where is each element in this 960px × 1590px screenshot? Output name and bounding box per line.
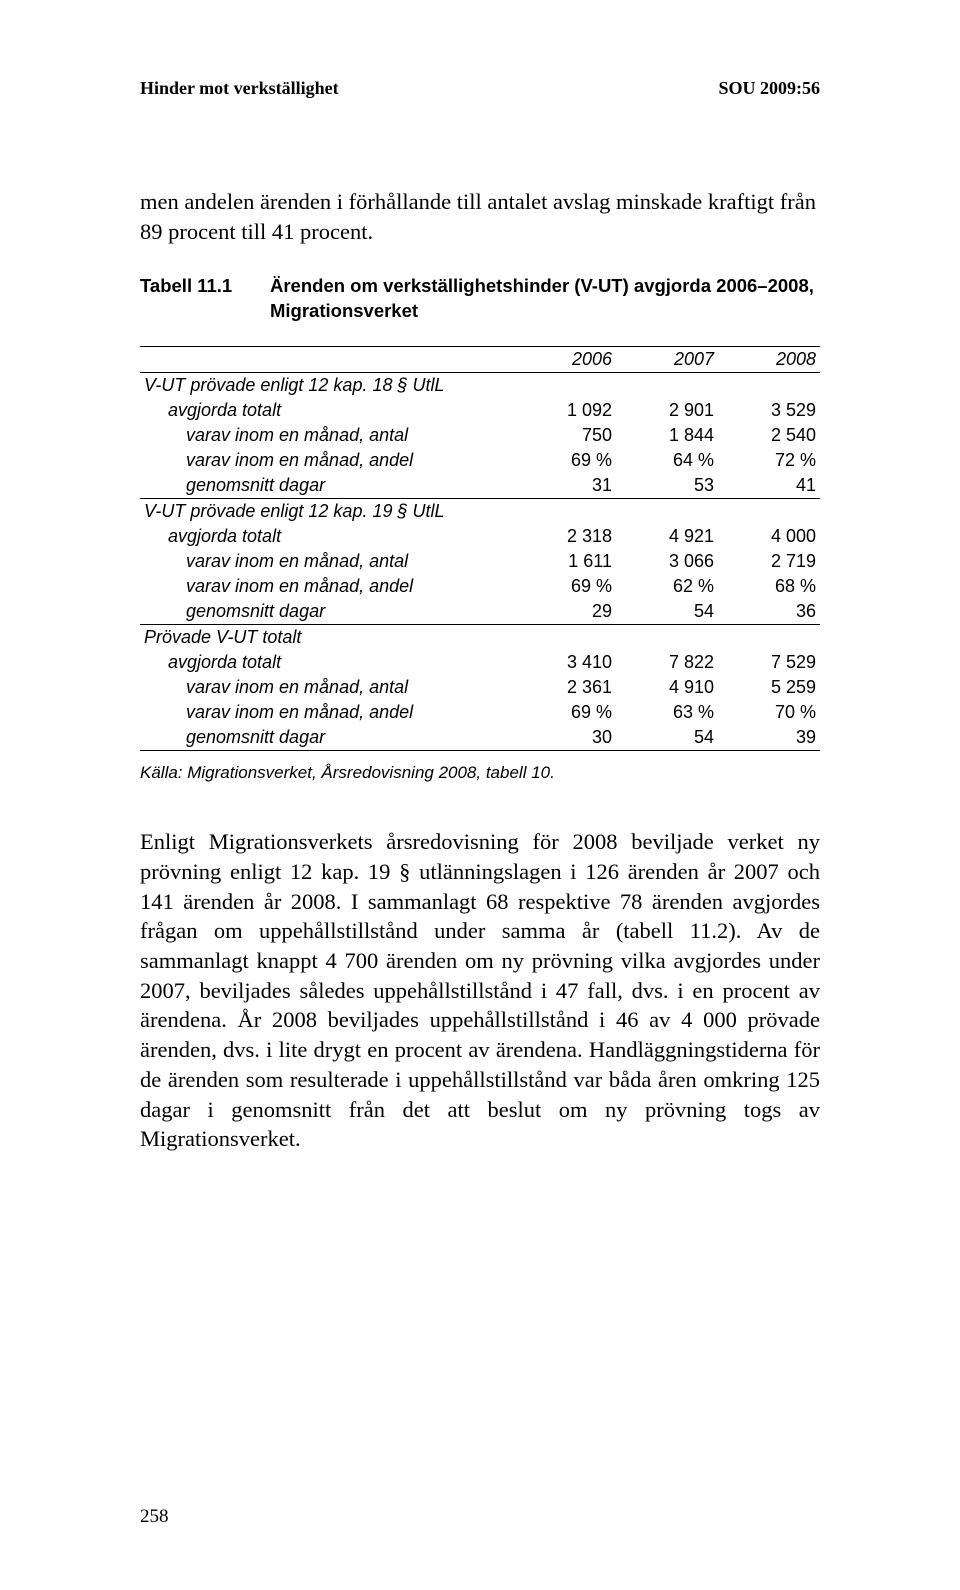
- row-label: varav inom en månad, antal: [140, 675, 514, 700]
- table-year-2: 2008: [718, 347, 820, 373]
- table-group-label: V-UT prövade enligt 12 kap. 18 § UtlL: [140, 373, 820, 399]
- running-head: Hinder mot verkställighet SOU 2009:56: [140, 78, 820, 99]
- cell: 2 318: [514, 524, 616, 549]
- cell: 41: [718, 473, 820, 499]
- table-year-0: 2006: [514, 347, 616, 373]
- running-head-left: Hinder mot verkställighet: [140, 78, 339, 99]
- cell: 1 092: [514, 398, 616, 423]
- table-caption-text: Ärenden om verkställighetshinder (V-UT) …: [270, 274, 820, 324]
- cell: 2 540: [718, 423, 820, 448]
- table-row: avgjorda totalt 2 318 4 921 4 000: [140, 524, 820, 549]
- row-label: varav inom en månad, antal: [140, 549, 514, 574]
- cell: 54: [616, 725, 718, 751]
- cell: 4 921: [616, 524, 718, 549]
- cell: 36: [718, 599, 820, 625]
- cell: 3 066: [616, 549, 718, 574]
- row-label: varav inom en månad, andel: [140, 448, 514, 473]
- row-label: avgjorda totalt: [140, 524, 514, 549]
- cell: 53: [616, 473, 718, 499]
- table-group-label: Prövade V-UT totalt: [140, 625, 820, 651]
- cell: 750: [514, 423, 616, 448]
- row-label: avgjorda totalt: [140, 398, 514, 423]
- table-group-label: V-UT prövade enligt 12 kap. 19 § UtlL: [140, 499, 820, 525]
- cell: 4 000: [718, 524, 820, 549]
- cell: 30: [514, 725, 616, 751]
- cell: 69 %: [514, 700, 616, 725]
- cell: 63 %: [616, 700, 718, 725]
- cell: 2 719: [718, 549, 820, 574]
- cell: 69 %: [514, 574, 616, 599]
- table-year-1: 2007: [616, 347, 718, 373]
- cell: 54: [616, 599, 718, 625]
- cell: 31: [514, 473, 616, 499]
- cell: 2 901: [616, 398, 718, 423]
- group-1-label: V-UT prövade enligt 12 kap. 19 § UtlL: [140, 499, 820, 525]
- table-row: varav inom en månad, andel 69 % 63 % 70 …: [140, 700, 820, 725]
- cell: 68 %: [718, 574, 820, 599]
- row-label: genomsnitt dagar: [140, 473, 514, 499]
- cell: 1 844: [616, 423, 718, 448]
- table-row: avgjorda totalt 3 410 7 822 7 529: [140, 650, 820, 675]
- body-paragraph: Enligt Migrationsverkets årsredovisning …: [140, 827, 820, 1154]
- table-row: genomsnitt dagar 30 54 39: [140, 725, 820, 751]
- data-table: 2006 2007 2008 V-UT prövade enligt 12 ka…: [140, 346, 820, 751]
- table-row: genomsnitt dagar 31 53 41: [140, 473, 820, 499]
- cell: 2 361: [514, 675, 616, 700]
- table-row: avgjorda totalt 1 092 2 901 3 529: [140, 398, 820, 423]
- table-header-blank: [140, 347, 514, 373]
- cell: 62 %: [616, 574, 718, 599]
- row-label: varav inom en månad, andel: [140, 700, 514, 725]
- group-0-label: V-UT prövade enligt 12 kap. 18 § UtlL: [140, 373, 820, 399]
- cell: 5 259: [718, 675, 820, 700]
- cell: 4 910: [616, 675, 718, 700]
- cell: 39: [718, 725, 820, 751]
- cell: 3 529: [718, 398, 820, 423]
- row-label: avgjorda totalt: [140, 650, 514, 675]
- intro-paragraph: men andelen ärenden i förhållande till a…: [140, 187, 820, 246]
- row-label: genomsnitt dagar: [140, 725, 514, 751]
- cell: 70 %: [718, 700, 820, 725]
- cell: 1 611: [514, 549, 616, 574]
- table-header-row: 2006 2007 2008: [140, 347, 820, 373]
- row-label: varav inom en månad, antal: [140, 423, 514, 448]
- group-2-label: Prövade V-UT totalt: [140, 625, 820, 651]
- table-row: varav inom en månad, antal 1 611 3 066 2…: [140, 549, 820, 574]
- table-caption-number: Tabell 11.1: [140, 274, 270, 324]
- table-caption: Tabell 11.1 Ärenden om verkställighetshi…: [140, 274, 820, 324]
- running-head-right: SOU 2009:56: [718, 78, 820, 99]
- cell: 64 %: [616, 448, 718, 473]
- table-row: varav inom en månad, antal 2 361 4 910 5…: [140, 675, 820, 700]
- row-label: genomsnitt dagar: [140, 599, 514, 625]
- cell: 3 410: [514, 650, 616, 675]
- table-row: genomsnitt dagar 29 54 36: [140, 599, 820, 625]
- page-number: 258: [140, 1506, 169, 1528]
- table-row: varav inom en månad, antal 750 1 844 2 5…: [140, 423, 820, 448]
- cell: 7 822: [616, 650, 718, 675]
- cell: 69 %: [514, 448, 616, 473]
- cell: 29: [514, 599, 616, 625]
- table-row: varav inom en månad, andel 69 % 64 % 72 …: [140, 448, 820, 473]
- table-row: varav inom en månad, andel 69 % 62 % 68 …: [140, 574, 820, 599]
- cell: 72 %: [718, 448, 820, 473]
- table-source: Källa: Migrationsverket, Årsredovisning …: [140, 763, 820, 783]
- row-label: varav inom en månad, andel: [140, 574, 514, 599]
- cell: 7 529: [718, 650, 820, 675]
